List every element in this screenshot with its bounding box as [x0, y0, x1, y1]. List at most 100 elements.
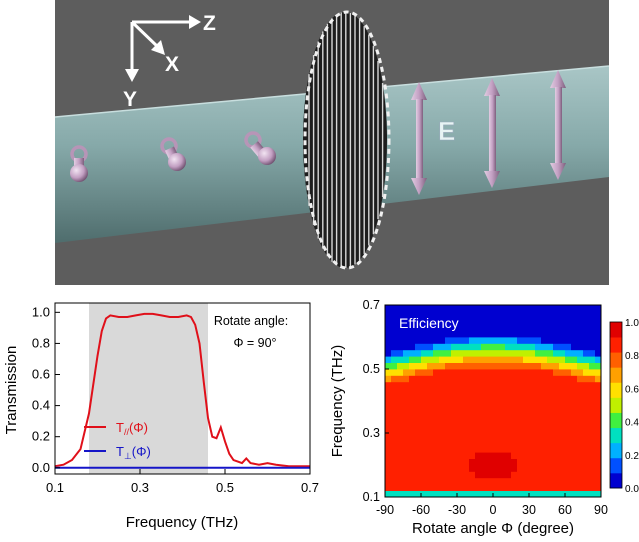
heatmap-cell: [421, 426, 428, 434]
heatmap-cell: [463, 317, 470, 325]
heatmap-cell: [385, 465, 392, 472]
heatmap-cell: [493, 311, 500, 319]
heatmap-cell: [505, 426, 512, 434]
heatmap-cell: [415, 388, 422, 395]
heatmap-cell: [445, 375, 452, 383]
heatmap-cell: [541, 407, 548, 415]
heatmap-cell: [409, 439, 416, 447]
heatmap-cell: [589, 401, 596, 408]
heatmap-cell: [469, 439, 476, 447]
heatmap-cell: [415, 394, 422, 402]
heatmap-cell: [427, 420, 434, 427]
heatmap-cell: [409, 330, 416, 338]
e-field-arrow: [411, 82, 427, 195]
colorbar-segment: [610, 472, 622, 489]
heatmap-cell: [439, 356, 446, 363]
heatmap-cell: [523, 343, 530, 351]
heatmap-cell: [433, 362, 440, 370]
heatmap-cell: [427, 324, 434, 331]
colorbar-tick-label: 1.0: [625, 318, 639, 329]
heatmap-cell: [577, 433, 584, 440]
heatmap-cell: [541, 394, 548, 402]
heatmap-cell: [595, 330, 602, 338]
heatmap-cell: [439, 305, 446, 312]
heatmap-cell: [577, 317, 584, 325]
heatmap-cell: [559, 433, 566, 440]
heatmap-cell: [571, 433, 578, 440]
heatmap-cell: [475, 458, 482, 466]
heatmap-cell: [565, 311, 572, 319]
heatmap-cell: [565, 465, 572, 472]
heatmap-cell: [487, 433, 494, 440]
heatmap-cell: [493, 426, 500, 434]
heatmap-cell: [571, 375, 578, 383]
heatmap-cell: [589, 484, 596, 491]
heatmap-cell: [529, 490, 536, 498]
heatmap-cell: [547, 388, 554, 395]
heatmap-cell: [391, 484, 398, 491]
heatmap-cell: [433, 490, 440, 498]
heatmap-cell: [499, 484, 506, 491]
heatmap-cell: [517, 413, 524, 421]
heatmap-cell: [541, 445, 548, 453]
heatmap-cell: [547, 356, 554, 363]
heatmap-cell: [589, 445, 596, 453]
heatmap-cell: [553, 484, 560, 491]
heatmap-cell: [553, 388, 560, 395]
heatmap-cell: [553, 356, 560, 363]
heatmap-cell: [415, 445, 422, 453]
heatmap-cell: [481, 407, 488, 415]
heatmap-cell: [409, 420, 416, 427]
heatmap-cell: [577, 484, 584, 491]
heatmap-cell: [589, 407, 596, 415]
heatmap-cell: [595, 471, 602, 479]
heatmap-cell: [421, 452, 428, 459]
heatmap-cell: [463, 471, 470, 479]
heatmap-cell: [445, 445, 452, 453]
heatmap-cell: [583, 369, 590, 376]
heatmap-cell: [535, 452, 542, 459]
heatmap-cell: [421, 439, 428, 447]
heatmap-cell: [505, 490, 512, 498]
heatmap-cell: [451, 369, 458, 376]
heatmap-cell: [439, 337, 446, 344]
heatmap-cell: [409, 433, 416, 440]
heatmap-cell: [439, 388, 446, 395]
heatmap-cell: [589, 337, 596, 344]
heatmap-cell: [481, 343, 488, 351]
heatmap-cell: [409, 356, 416, 363]
heatmap-cell: [463, 433, 470, 440]
heatmap-cell: [427, 388, 434, 395]
heatmap-cell: [517, 439, 524, 447]
heatmap-cell: [499, 305, 506, 312]
heatmap-cell: [499, 401, 506, 408]
axis-y-label: Y: [123, 88, 137, 111]
heatmap-cell: [403, 401, 410, 408]
heatmap-cell: [559, 305, 566, 312]
heatmap-cell: [505, 471, 512, 479]
heatmap-cell: [475, 362, 482, 370]
heatmap-cell: [559, 471, 566, 479]
heatmap-cell: [595, 477, 602, 485]
heatmap-cell: [433, 349, 440, 357]
coordinate-axes: [125, 15, 201, 82]
heatmap-cell: [403, 407, 410, 415]
heatmap-cell: [571, 388, 578, 395]
y-tick-label: 0.8: [32, 335, 50, 350]
heatmap-cell: [475, 433, 482, 440]
heatmap-cell: [403, 420, 410, 427]
legend-label-perpendicular: T⊥(Φ): [116, 444, 151, 461]
heatmap-cell: [511, 433, 518, 440]
heatmap-cell: [487, 305, 494, 312]
heatmap-cell: [577, 471, 584, 479]
heatmap-cell: [409, 349, 416, 357]
heatmap-cell: [475, 426, 482, 434]
heatmap-cell: [421, 484, 428, 491]
heatmap-cell: [571, 381, 578, 389]
heatmap-cell: [559, 349, 566, 357]
heatmap-cell: [391, 394, 398, 402]
heatmap-cell: [499, 490, 506, 498]
x-tick-label: 60: [558, 503, 572, 517]
heatmap-cell: [505, 356, 512, 363]
heatmap-cell: [451, 471, 458, 479]
